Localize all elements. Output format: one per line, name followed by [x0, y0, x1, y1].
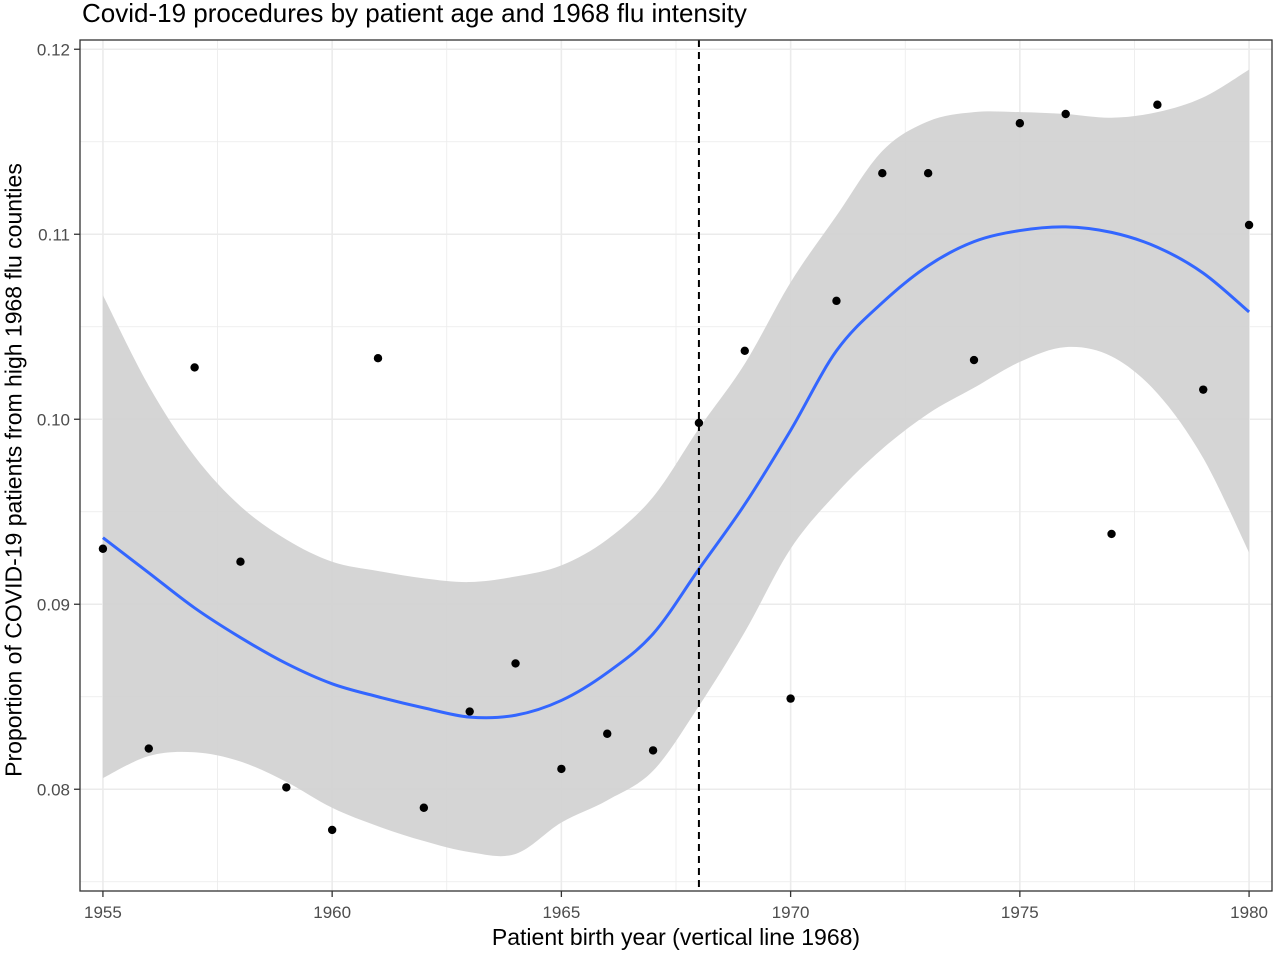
- data-point: [603, 729, 612, 738]
- data-point: [832, 296, 841, 306]
- x-tick-label: 1975: [1001, 903, 1039, 922]
- data-point: [419, 803, 429, 812]
- y-tick-label: 0.11: [38, 225, 70, 244]
- data-point: [786, 694, 795, 703]
- data-point: [98, 544, 108, 553]
- data-point: [1107, 529, 1116, 539]
- data-point: [1244, 220, 1254, 230]
- y-tick-label: 0.08: [37, 780, 70, 799]
- data-point: [282, 783, 291, 792]
- x-tick-label: 1960: [313, 903, 351, 922]
- data-point: [144, 744, 153, 753]
- x-axis-label: Patient birth year (vertical line 1968): [491, 924, 861, 950]
- x-tick-label: 1965: [542, 903, 580, 922]
- data-point: [327, 825, 337, 835]
- x-tick-label: 1980: [1230, 903, 1268, 922]
- data-point: [465, 707, 474, 716]
- data-point: [511, 659, 520, 668]
- x-tick-label: 1970: [772, 903, 810, 922]
- data-point: [878, 169, 887, 178]
- loess-fit-line: [102, 225, 1251, 720]
- confidence-band: [102, 69, 1250, 857]
- data-point: [740, 346, 749, 355]
- y-tick-label: 0.12: [37, 40, 70, 59]
- panel-border: [79, 39, 1273, 892]
- data-point: [1061, 109, 1070, 119]
- y-axis-label: Proportion of COVID-19 patients from hig…: [0, 163, 27, 777]
- data-point: [557, 764, 566, 774]
- data-point: [1199, 385, 1208, 394]
- data-point: [923, 169, 933, 178]
- data-point: [373, 354, 383, 363]
- data-point: [969, 355, 979, 365]
- x-tick-label: 1955: [84, 903, 122, 922]
- data-point: [190, 363, 199, 372]
- data-point: [648, 746, 658, 755]
- data-point: [236, 557, 245, 566]
- data-point: [1153, 100, 1162, 109]
- data-point: [694, 418, 704, 428]
- data-point: [1015, 119, 1025, 128]
- y-tick-label: 0.10: [37, 410, 70, 429]
- chart-title: Covid-19 procedures by patient age and 1…: [82, 0, 747, 28]
- y-tick-label: 0.09: [37, 595, 70, 614]
